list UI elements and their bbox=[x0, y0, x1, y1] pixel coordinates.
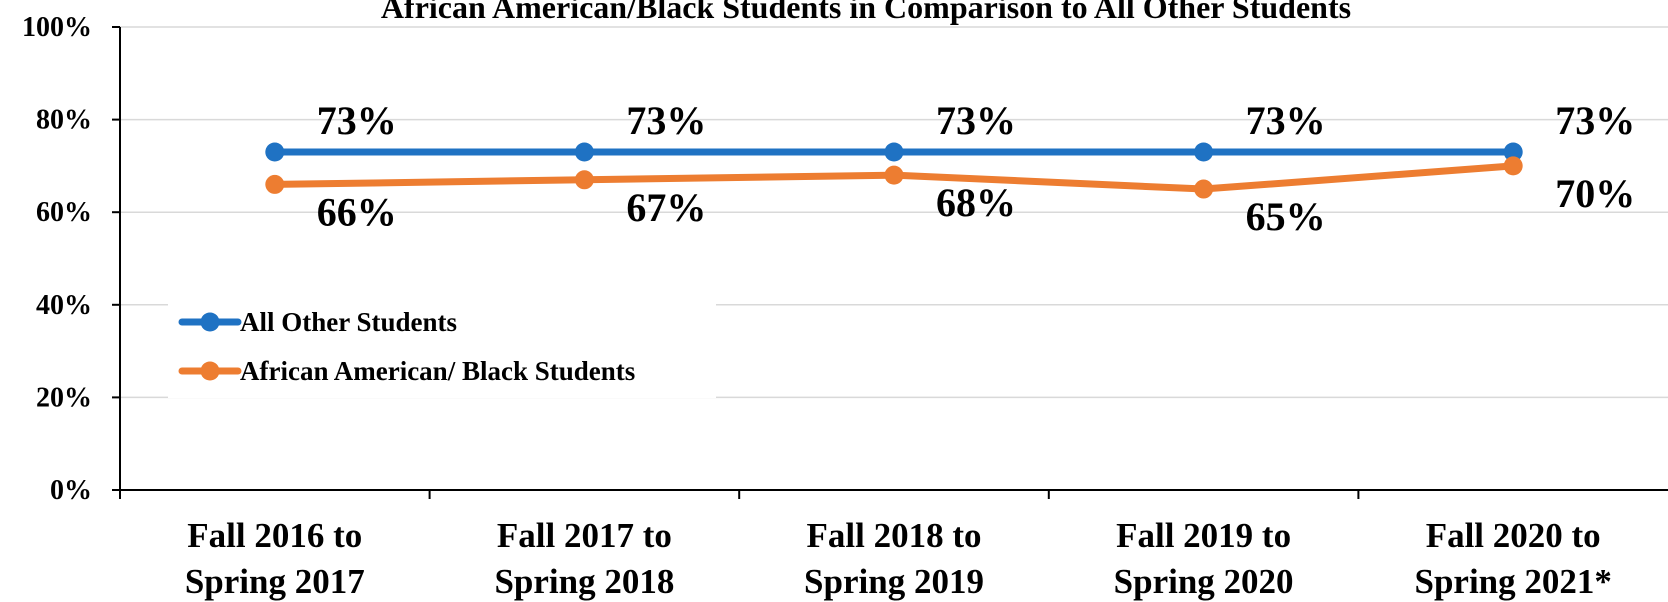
data-label: 70% bbox=[1555, 171, 1635, 216]
data-point-1 bbox=[265, 174, 285, 194]
data-label: 73% bbox=[626, 98, 706, 143]
legend-marker-0 bbox=[200, 312, 220, 332]
data-point-0 bbox=[884, 142, 904, 162]
legend-box bbox=[168, 298, 716, 398]
x-tick-label: Spring 2019 bbox=[804, 562, 984, 601]
legend: All Other Students African American/ Blac… bbox=[168, 298, 716, 398]
data-label: 68% bbox=[936, 180, 1016, 225]
data-labels: 73% 73% 73% 73% 73% 66% 67% 68% 65% 70% bbox=[317, 98, 1635, 239]
y-tick-label: 20% bbox=[36, 382, 92, 413]
x-tick-label: Spring 2017 bbox=[185, 562, 365, 601]
legend-label: African American/ Black Students bbox=[240, 356, 635, 386]
x-tick-label: Fall 2019 to bbox=[1116, 516, 1291, 555]
y-tick-label: 40% bbox=[36, 290, 92, 321]
data-point-1 bbox=[1194, 179, 1214, 199]
x-tick-label: Spring 2021* bbox=[1414, 562, 1611, 601]
data-point-0 bbox=[1194, 142, 1214, 162]
y-tick-label: 80% bbox=[36, 105, 92, 136]
x-tick-label: Fall 2018 to bbox=[807, 516, 982, 555]
data-label: 73% bbox=[1555, 98, 1635, 143]
y-tick-label: 100% bbox=[22, 12, 92, 43]
data-label: 73% bbox=[317, 98, 397, 143]
data-point-0 bbox=[265, 142, 285, 162]
data-point-0 bbox=[1503, 142, 1523, 162]
series-lines bbox=[265, 142, 1523, 199]
data-label: 73% bbox=[936, 98, 1016, 143]
data-point-1 bbox=[884, 165, 904, 185]
data-label: 73% bbox=[1246, 98, 1326, 143]
data-point-1 bbox=[574, 170, 594, 190]
chart-title: African American/Black Students in Compa… bbox=[381, 0, 1351, 25]
x-tick-label: Fall 2017 to bbox=[497, 516, 672, 555]
x-tick-label: Fall 2016 to bbox=[187, 516, 362, 555]
data-point-0 bbox=[574, 142, 594, 162]
data-label: 66% bbox=[317, 189, 397, 234]
y-tick-label: 0% bbox=[50, 475, 92, 506]
axes: 0% 20% 40% 60% 80% 100% Fall 2016 to Spring 201… bbox=[22, 12, 1668, 601]
x-tick-label: Spring 2018 bbox=[494, 562, 674, 601]
legend-marker-1 bbox=[200, 361, 220, 381]
x-tick-label: Fall 2020 to bbox=[1426, 516, 1601, 555]
x-tick-label: Spring 2020 bbox=[1114, 562, 1294, 601]
data-point-1 bbox=[1503, 156, 1523, 176]
data-label: 67% bbox=[626, 185, 706, 230]
y-tick-label: 60% bbox=[36, 197, 92, 228]
legend-label: All Other Students bbox=[240, 307, 457, 337]
data-label: 65% bbox=[1246, 194, 1326, 239]
